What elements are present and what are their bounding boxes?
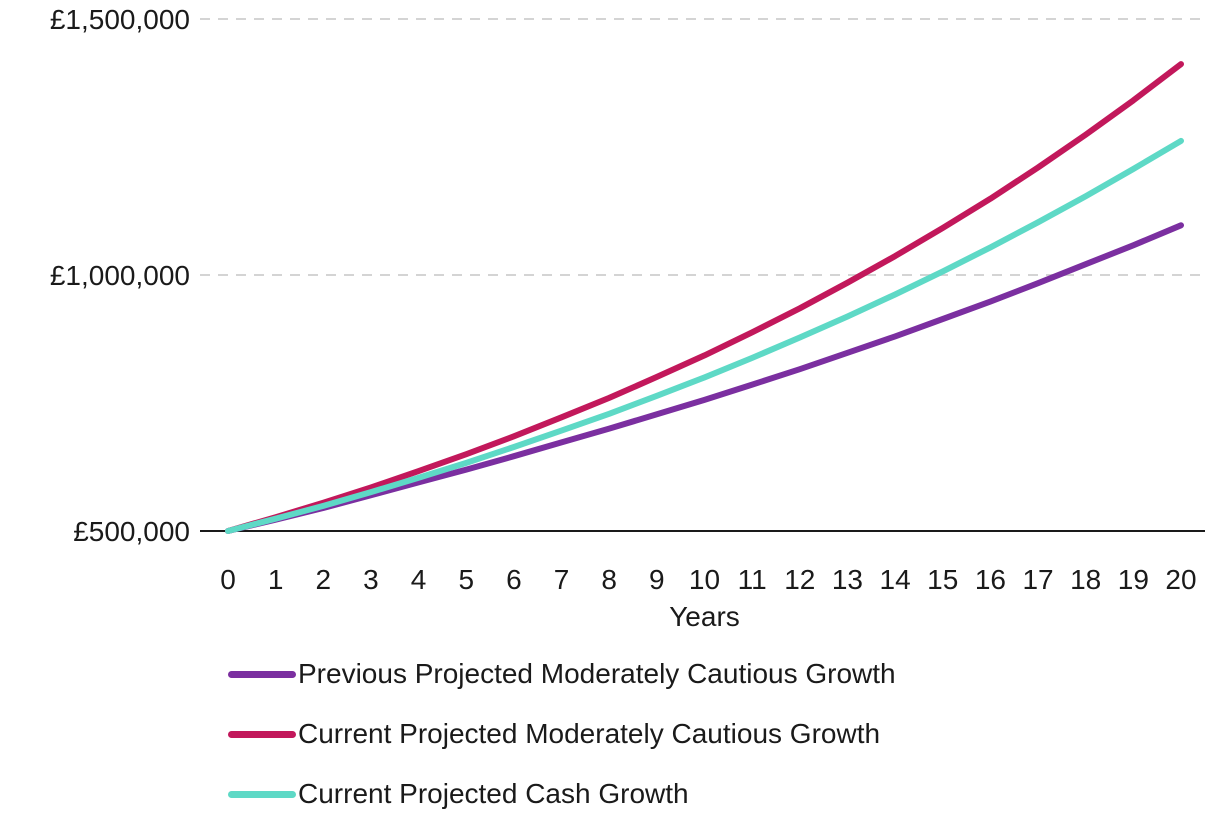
gridlines [200, 18, 1205, 276]
x-tick-label: 20 [1165, 564, 1196, 595]
legend-item-previous-moderately-cautious: Previous Projected Moderately Cautious G… [228, 644, 896, 704]
legend-label: Previous Projected Moderately Cautious G… [298, 658, 896, 689]
x-tick-label: 7 [554, 564, 570, 595]
legend-swatch [228, 790, 296, 798]
x-tick-label: 13 [832, 564, 863, 595]
x-tick-label: 17 [1022, 564, 1053, 595]
x-tick-labels: 0 1 2 3 4 5 6 7 8 9 10 11 12 13 14 15 16 17 18 19 20 [220, 564, 1196, 595]
y-tick-label: £500,000 [73, 516, 190, 547]
x-tick-label: 19 [1118, 564, 1149, 595]
x-tick-label: 11 [738, 564, 767, 595]
series-line-1 [225, 61, 1184, 534]
y-tick-label: £1,500,000 [50, 4, 190, 35]
x-tick-label: 1 [268, 564, 284, 595]
x-tick-label: 9 [649, 564, 665, 595]
legend: Previous Projected Moderately Cautious G… [228, 644, 896, 824]
x-tick-label: 5 [458, 564, 474, 595]
x-tick-label: 14 [880, 564, 911, 595]
y-tick-label: £1,000,000 [50, 260, 190, 291]
legend-swatch [228, 670, 296, 678]
x-tick-label: 18 [1070, 564, 1101, 595]
x-tick-label: 6 [506, 564, 522, 595]
y-tick-labels: £500,000 £1,000,000 £1,500,000 [50, 4, 190, 547]
series-line-0 [225, 222, 1184, 534]
legend-item-current-moderately-cautious: Current Projected Moderately Cautious Gr… [228, 704, 896, 764]
legend-item-current-cash: Current Projected Cash Growth [228, 764, 896, 824]
x-tick-label: 0 [220, 564, 236, 595]
legend-label: Current Projected Moderately Cautious Gr… [298, 718, 881, 749]
x-tick-label: 3 [363, 564, 379, 595]
x-tick-label: 15 [927, 564, 958, 595]
x-tick-label: 12 [784, 564, 815, 595]
x-tick-label: 10 [689, 564, 720, 595]
x-tick-label: 4 [411, 564, 427, 595]
x-axis-title: Years [669, 601, 740, 632]
legend-swatch [228, 730, 296, 738]
series-lines [225, 61, 1184, 534]
x-tick-label: 2 [316, 564, 332, 595]
series-line-2 [225, 137, 1184, 534]
legend-label: Current Projected Cash Growth [298, 778, 689, 809]
x-tick-label: 16 [975, 564, 1006, 595]
x-tick-label: 8 [601, 564, 617, 595]
